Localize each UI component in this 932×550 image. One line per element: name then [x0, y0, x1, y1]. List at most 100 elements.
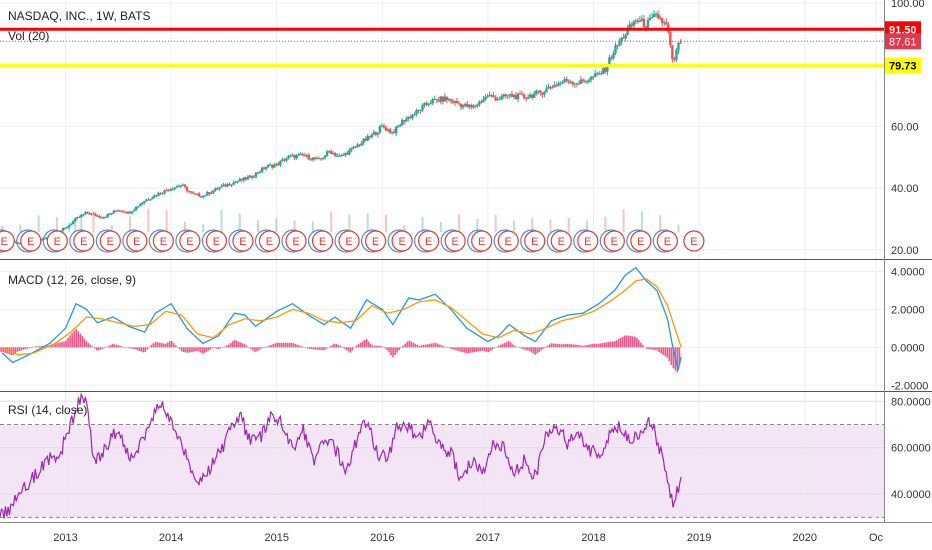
macd-histogram-bar [105, 346, 108, 348]
earnings-marker[interactable]: E [387, 229, 413, 253]
candle-body [484, 96, 487, 100]
candle-body [90, 213, 93, 215]
earnings-marker-label: E [107, 236, 114, 248]
candle-body [277, 163, 280, 166]
earnings-marker-circle [20, 230, 42, 252]
macd-histogram-bar [71, 332, 73, 348]
earnings-marker[interactable]: E [69, 229, 95, 253]
macd-histogram-bar [556, 343, 559, 348]
candle-body [502, 94, 505, 97]
macd-histogram-bar [241, 343, 244, 348]
macd-histogram-bar [231, 341, 234, 348]
candle-body [443, 96, 447, 102]
macd-histogram-bar [335, 343, 337, 348]
candle-body [646, 20, 650, 28]
earnings-marker[interactable]: E [148, 229, 174, 253]
macd-histogram-bar [449, 347, 451, 349]
earnings-marker[interactable]: E [254, 229, 281, 253]
candle-body [100, 217, 103, 219]
candle-body [232, 182, 235, 185]
earnings-marker[interactable]: E [546, 229, 572, 253]
earnings-marker[interactable]: E [440, 229, 466, 253]
macd-histogram-bar [656, 347, 658, 351]
earnings-marker[interactable]: E [652, 229, 678, 253]
earnings-marker[interactable]: E [307, 229, 334, 253]
earnings-marker[interactable]: E [520, 229, 546, 253]
earnings-marker[interactable]: E [175, 229, 201, 253]
earnings-marker[interactable]: E [95, 229, 121, 253]
macd-histogram-bar [323, 347, 325, 351]
candle-body [183, 184, 187, 187]
macd-histogram-bar [631, 336, 634, 348]
macd-histogram-bar [44, 345, 47, 348]
earnings-marker[interactable]: E [201, 229, 228, 253]
macd-histogram-bar [120, 346, 122, 348]
macd-histogram-bar [67, 337, 69, 348]
macd-histogram-bar [412, 342, 415, 348]
candle-body [571, 82, 575, 85]
candle-body [297, 154, 300, 156]
macd-histogram-bar [548, 344, 551, 348]
macd-histogram-bar [284, 342, 287, 348]
earnings-marker-label: E [637, 236, 644, 248]
macd-histogram-bar [593, 343, 595, 348]
earnings-marker[interactable]: E [599, 229, 625, 253]
candle-body [476, 104, 479, 106]
macd-histogram-bar [329, 346, 331, 348]
macd-histogram-bar [451, 347, 453, 350]
candle-body [65, 227, 69, 229]
macd-histogram-bar [400, 347, 402, 348]
earnings-marker[interactable]: E [414, 229, 440, 253]
earnings-marker[interactable]: E [334, 229, 360, 253]
candle-body [222, 184, 225, 187]
earnings-marker[interactable]: E [493, 229, 519, 253]
macd-histogram-bar [73, 330, 75, 348]
earnings-marker[interactable]: E [360, 229, 387, 253]
volume-bar [512, 220, 515, 232]
candle-body [311, 157, 315, 160]
macd-histogram-bar [625, 335, 628, 348]
candle-body [488, 95, 491, 97]
earnings-marker[interactable]: E [467, 229, 493, 253]
candle-body [71, 221, 75, 225]
earnings-marker[interactable]: E [16, 229, 42, 253]
macd-histogram-bar [304, 347, 307, 348]
earnings-marker[interactable]: E [573, 229, 599, 253]
earnings-marker-circle [232, 230, 254, 252]
macd-histogram-bar [250, 347, 252, 349]
candle-body [533, 93, 536, 98]
macd-histogram-bar [116, 344, 118, 348]
candle-body [346, 152, 349, 155]
macd-histogram-bar [38, 346, 41, 348]
candle-body [652, 14, 656, 18]
candle-body [665, 22, 668, 25]
macd-histogram-bar [644, 347, 646, 348]
earnings-marker[interactable]: E [281, 229, 307, 253]
volume-bar [129, 215, 132, 232]
candle-body [299, 154, 302, 156]
earnings-marker[interactable]: E [683, 230, 705, 252]
macd-histogram-bar [390, 347, 392, 355]
macd-histogram-bar [215, 347, 218, 349]
earnings-marker[interactable]: E [42, 229, 68, 253]
candle-body [246, 176, 250, 180]
earnings-marker[interactable]: E [626, 229, 652, 253]
candle-body [157, 193, 160, 196]
candle-body [602, 68, 605, 74]
macd-histogram-bar [658, 347, 660, 352]
candle-body [415, 110, 418, 115]
earnings-marker[interactable]: E [0, 229, 15, 253]
candle-body [577, 83, 581, 85]
macd-histogram-bar [22, 347, 25, 350]
earnings-marker[interactable]: E [228, 229, 254, 253]
earnings-marker-circle [99, 230, 121, 252]
earnings-marker-label: E [584, 236, 591, 248]
macd-histogram-bar [599, 343, 602, 348]
earnings-marker[interactable]: E [122, 229, 148, 253]
candle-body [327, 151, 331, 153]
earnings-marker-label: E [186, 236, 193, 248]
macd-histogram-bar [361, 341, 364, 348]
volume-bar [531, 217, 534, 232]
earnings-marker-circle [603, 230, 625, 252]
